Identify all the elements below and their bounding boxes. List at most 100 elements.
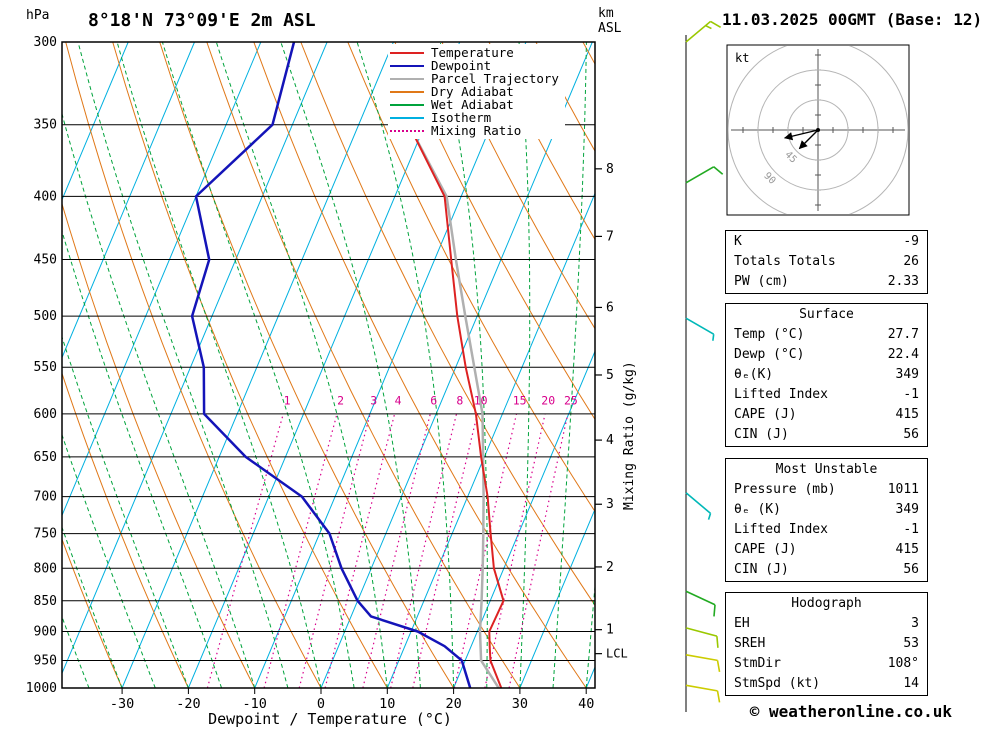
mixing-ratio-label: 2 [337, 393, 344, 407]
legend-item: Parcel Trajectory [390, 71, 559, 86]
isotherm-line [62, 42, 195, 359]
hodograph-ring [787, 99, 849, 161]
pressure-labels-group: 300 350 400 450 500 550 600 650 700 750 800 850 900 9… [26, 35, 57, 696]
isotherm-line [519, 507, 595, 688]
wind-barb-feather [716, 690, 721, 703]
hodograph-ring [757, 69, 879, 191]
wind-barb-feather [713, 166, 724, 175]
stat-label: K [734, 234, 742, 249]
isotherm-line [254, 42, 527, 688]
mixing-ratio-label: 8 [456, 393, 463, 407]
hodograph-origin-dot [816, 128, 820, 132]
wet-adiabat-line [585, 581, 595, 688]
temp-tick-label: 10 [379, 696, 395, 712]
mixing-ratio-label: 3 [370, 393, 377, 407]
stat-row: Pressure (mb) 1011 [726, 480, 927, 500]
pressure-tick-label: 600 [34, 407, 57, 422]
legend-line-swatch [390, 103, 424, 106]
wind-barb-feather [716, 636, 719, 648]
km-tick-label: 5 [606, 368, 614, 383]
stat-row: θₑ(K) 349 [726, 365, 927, 385]
stat-label: StmDir [734, 656, 781, 671]
stat-row: K -9 [726, 232, 927, 252]
hodograph-wind-vector [798, 129, 819, 150]
dry-adiabat-line [441, 42, 595, 330]
stat-label: θₑ(K) [734, 367, 774, 382]
most-unstable-panel-title: Most Unstable [775, 462, 878, 477]
wind-barb-stem [685, 317, 715, 335]
legend-line-swatch [390, 129, 424, 132]
temperature-line [409, 126, 505, 688]
legend-item: Isotherm [390, 110, 559, 125]
mixing-ratio-label: 20 [541, 393, 555, 407]
mixing-ratio-label: 10 [474, 393, 488, 407]
stat-row: PW (cm) 2.33 [726, 272, 927, 292]
wind-barb [685, 166, 724, 184]
stat-row: Temp (°C) 27.7 [726, 325, 927, 345]
stat-value: 53 [903, 636, 919, 651]
wind-barb-half-feather [707, 513, 712, 520]
isotherm-line [62, 42, 328, 675]
legend-line-swatch [390, 64, 424, 67]
pressure-tick-label: 850 [34, 594, 57, 609]
pressure-tick-label: 700 [34, 490, 57, 505]
legend-label: Wet Adiabat [431, 97, 514, 112]
wind-barb-stem [685, 166, 715, 184]
km-axis-group: 8 7 6 5 4 3 2 1 LCL [595, 162, 628, 661]
stat-label: Dewp (°C) [734, 347, 805, 362]
wet-adiabat-line [62, 526, 123, 688]
wind-barb-stem [685, 654, 718, 662]
stat-row: StmSpd (kt) 14 [726, 674, 927, 694]
legend-item: Dry Adiabat [390, 84, 559, 99]
legend-item: Dewpoint [390, 58, 559, 73]
stat-value: 3 [911, 616, 919, 631]
stat-label: StmSpd (kt) [734, 676, 821, 691]
stat-row: CIN (J) 56 [726, 560, 927, 580]
plot-frame [61, 41, 596, 689]
wind-barb-stem [685, 627, 718, 637]
stat-row: θₑ (K) 349 [726, 500, 927, 520]
pressure-tick-label: 650 [34, 450, 57, 465]
temp-tick-label: -30 [110, 696, 134, 712]
wind-barb [685, 590, 716, 617]
km-tick-label: 6 [606, 300, 614, 315]
temp-tick-label: 20 [445, 696, 461, 712]
stat-value: 1011 [887, 482, 919, 497]
stat-label: EH [734, 616, 750, 631]
dry-adiabat-line [62, 537, 123, 688]
km-tick-label: 8 [606, 162, 614, 177]
stat-label: PW (cm) [734, 274, 789, 289]
stat-value: 108° [887, 656, 919, 671]
wind-barb [685, 492, 712, 520]
mixing-ratio-label: 15 [513, 393, 527, 407]
pressure-tick-label: 750 [34, 527, 57, 542]
legend-label: Mixing Ratio [431, 123, 522, 138]
temp-tick-label: -10 [243, 696, 267, 712]
stat-label: Lifted Index [734, 522, 828, 537]
stat-value: 349 [895, 502, 919, 517]
surface-panel: Surface Temp (°C) 27.7 Dewp (°C) 22.4 θₑ(K) 3… [725, 303, 928, 447]
wind-barb [685, 317, 715, 341]
km-axis-unit-line1: km [598, 6, 614, 21]
stat-value: 56 [903, 562, 919, 577]
page-title: 8°18'N 73°09'E 2m ASL [88, 10, 316, 31]
pressure-tick-label: 1000 [26, 681, 57, 696]
hodograph-panel-title: Hodograph [791, 596, 862, 611]
stat-row: CAPE (J) 415 [726, 405, 927, 425]
stat-row: StmDir 108° [726, 654, 927, 674]
legend-item: Temperature [390, 45, 559, 60]
temp-tick-label: 30 [512, 696, 528, 712]
stat-label: Temp (°C) [734, 327, 805, 342]
wet-adiabat-line [62, 615, 90, 688]
stat-row: Totals Totals 26 [726, 252, 927, 272]
mixing-ratio-label: 25 [564, 393, 578, 407]
lcl-label: LCL [606, 647, 628, 661]
pressure-axis-unit: hPa [26, 8, 50, 23]
dry-adiabat-line [394, 42, 595, 421]
pressure-tick-label: 800 [34, 561, 57, 576]
stat-value: -9 [903, 234, 919, 249]
wind-barb-feather [710, 20, 722, 28]
dewpoint-line [190, 42, 472, 688]
